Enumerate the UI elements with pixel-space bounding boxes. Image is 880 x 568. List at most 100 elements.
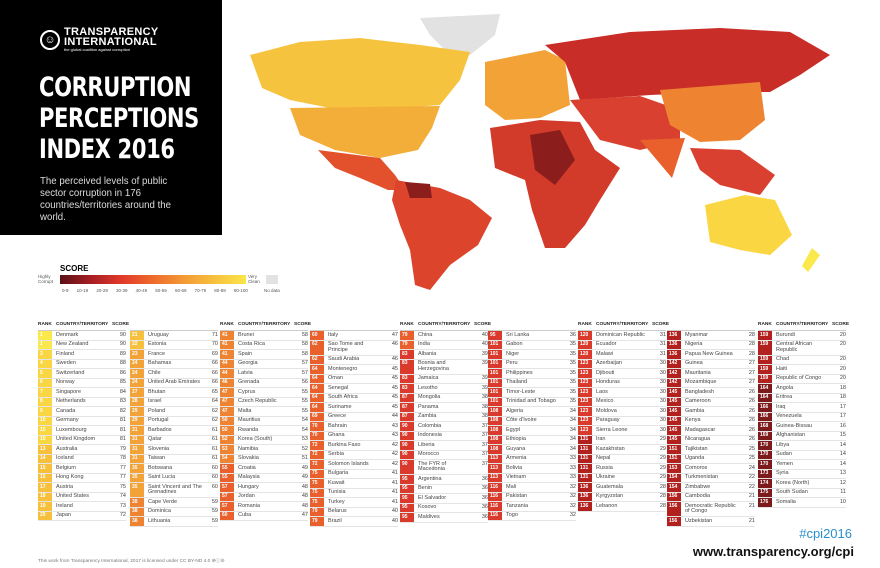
score-cell: 12 xyxy=(839,479,846,486)
table-row: 168 Guinea-Bissau 16 xyxy=(758,422,846,432)
rank-cell: 57 xyxy=(220,492,234,501)
rank-cell: 145 xyxy=(667,435,681,444)
legend-low-label: Highly Corrupt xyxy=(38,274,54,284)
country-cell: Comoros xyxy=(685,464,708,471)
rank-cell: 54 xyxy=(220,454,234,463)
score-cell: 81 xyxy=(119,417,126,423)
country-cell: Dominican Republic xyxy=(596,331,645,338)
score-cell: 72 xyxy=(119,512,126,518)
score-cell: 39 xyxy=(481,350,488,357)
usa xyxy=(290,106,440,158)
ranking-column: RANK COUNTRY/TERRITORY SCORE 1 Denmark 90 1 New… xyxy=(38,319,129,521)
rank-cell: 8 xyxy=(38,397,52,406)
rank-cell: 116 xyxy=(488,483,502,492)
table-row: 53 Namibia 52 xyxy=(220,445,308,455)
country-cell: Israel xyxy=(148,398,162,404)
legend-tick: 90-100 xyxy=(233,288,248,293)
rank-cell: 72 xyxy=(310,450,324,459)
country-cell: Guinea-Bissau xyxy=(776,422,813,429)
rank-cell: 101 xyxy=(488,350,502,359)
score-cell: 14 xyxy=(839,451,846,457)
country-cell: Guinea xyxy=(685,360,703,366)
country-cell: Cameroon xyxy=(685,398,711,404)
score-cell: 73 xyxy=(119,502,126,509)
table-row: 87 Mongolia 38 xyxy=(400,393,488,403)
title-line: PERCEPTIONS xyxy=(39,103,199,134)
score-cell: 34 xyxy=(569,417,576,423)
score-cell: 20 xyxy=(839,356,846,362)
rank-cell: 62 xyxy=(310,355,324,364)
score-cell: 53 xyxy=(301,436,308,442)
score-cell: 41 xyxy=(391,479,398,486)
table-row: 64 Oman 45 xyxy=(310,374,398,384)
table-row: 159 Haiti 20 xyxy=(758,365,846,375)
rank-cell: 156 xyxy=(667,492,681,501)
table-row: 120 Malawi 31 xyxy=(578,350,666,360)
table-row: 72 Serbia 42 xyxy=(310,450,398,460)
country-cell: Oman xyxy=(328,375,343,381)
rank-cell: 75 xyxy=(310,488,324,497)
table-row: 10 Luxembourg 81 xyxy=(38,426,126,436)
table-row: 24 United Arab Emirates 66 xyxy=(130,378,218,388)
table-row: 166 Venezuela 17 xyxy=(758,412,846,422)
country-cell: Côte d'Ivoire xyxy=(506,417,537,423)
table-row: 123 Paraguay 30 xyxy=(578,416,666,426)
score-cell: 37 xyxy=(481,422,488,429)
score-cell: 36 xyxy=(481,494,488,501)
country-cell: United States xyxy=(56,493,90,499)
country-cell: Tajikistan xyxy=(685,445,708,452)
country-cell: Netherlands xyxy=(56,398,86,404)
score-cell: 36 xyxy=(481,513,488,520)
country-cell: Honduras xyxy=(596,379,620,385)
rank-cell: 64 xyxy=(310,365,324,374)
country-cell: Trinidad and Tobago xyxy=(506,398,556,404)
table-row: 79 Brazil 40 xyxy=(310,517,398,527)
rank-cell: 64 xyxy=(310,384,324,393)
column-header: RANK COUNTRY/TERRITORY SCORE xyxy=(220,319,311,330)
rank-cell: 173 xyxy=(758,469,772,478)
rank-cell: 70 xyxy=(310,422,324,431)
table-row: 159 Burundi 20 xyxy=(758,331,846,341)
table-row: 136 Papua New Guinea 28 xyxy=(667,350,755,360)
country-cell: Saint Vincent and The Grenadines xyxy=(148,483,202,495)
score-cell: 37 xyxy=(481,451,488,457)
table-row: 24 Chile 66 xyxy=(130,369,218,379)
table-row: 38 Cape Verde 59 xyxy=(130,498,218,508)
score-cell: 30 xyxy=(659,360,666,366)
country-cell: Mali xyxy=(506,483,517,490)
ranking-column: RANK COUNTRY/TERRITORY SCORE 41 Brunei 58 41 Co… xyxy=(220,319,311,521)
website-link[interactable]: www.transparency.org/cpi xyxy=(692,544,854,559)
country-cell: Latvia xyxy=(238,369,253,376)
table-row: 54 Slovakia 51 xyxy=(220,454,308,464)
country-cell: El Salvador xyxy=(418,494,447,501)
country-cell: Dominica xyxy=(148,508,171,514)
rank-cell: 55 xyxy=(220,464,234,473)
score-cell: 37 xyxy=(481,432,488,438)
rank-cell: 95 xyxy=(400,503,414,512)
column-header: RANK COUNTRY/TERRITORY SCORE xyxy=(758,319,849,330)
table-row: 50 Rwanda 54 xyxy=(220,426,308,436)
country-cell: Tunisia xyxy=(328,489,346,495)
score-cell: 26 xyxy=(748,426,755,433)
country-cell: Malaysia xyxy=(238,474,260,480)
table-row: 1 New Zealand 90 xyxy=(38,340,126,350)
rank-cell: 101 xyxy=(488,359,502,368)
score-cell: 64 xyxy=(211,398,218,404)
rank-cell: 35 xyxy=(130,473,144,482)
country-cell: Costa Rica xyxy=(238,341,265,347)
australia xyxy=(705,195,792,255)
no-data-swatch xyxy=(266,275,278,284)
rank-cell: 113 xyxy=(488,464,502,473)
hashtag: #cpi2016 xyxy=(799,526,852,541)
table-row: 83 Jamaica 39 xyxy=(400,374,488,384)
rank-cell: 159 xyxy=(758,331,772,340)
score-cell: 31 xyxy=(659,350,666,357)
country-cell: Mexico xyxy=(596,398,614,404)
rank-cell: 120 xyxy=(578,350,592,359)
score-cell: 33 xyxy=(569,464,576,471)
table-row: 72 Solomon Islands 42 xyxy=(310,460,398,470)
russia xyxy=(545,28,830,100)
table-row: 101 Gabon 35 xyxy=(488,340,576,350)
score-cell: 27 xyxy=(748,379,755,385)
table-row: 29 Portugal 62 xyxy=(130,416,218,426)
